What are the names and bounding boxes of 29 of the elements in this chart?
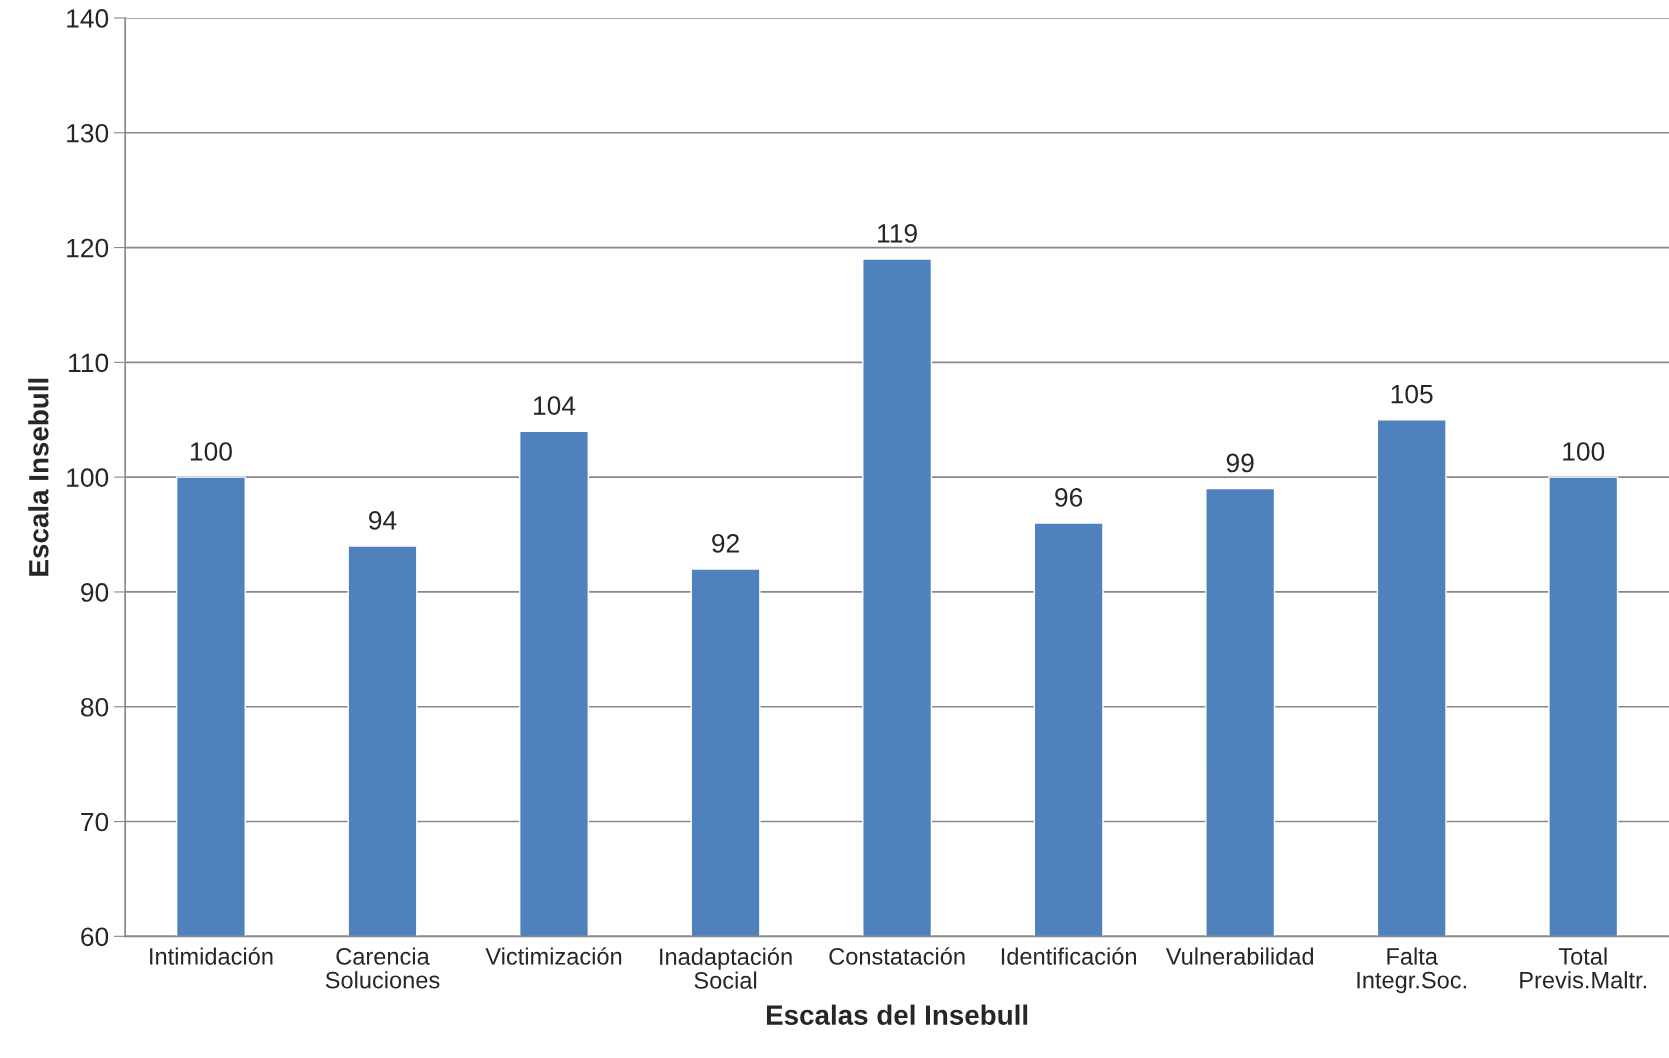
y-axis-title: Escala Insebull xyxy=(28,378,49,576)
y-tick-label: 110 xyxy=(69,353,109,373)
data-label: 104 xyxy=(534,396,576,415)
x-tick-label: Vulnerabilidad xyxy=(1165,947,1314,965)
y-tick-label: 140 xyxy=(67,9,109,28)
y-tick-label: 100 xyxy=(67,468,109,487)
data-label: 99 xyxy=(1226,453,1254,473)
y-tick-label: 60 xyxy=(81,927,109,947)
x-tick-label: Total Previs.Maltr. xyxy=(1520,947,1647,989)
x-tick-label: Victimización xyxy=(485,947,622,965)
x-tick-label: Inadaptación Social xyxy=(660,947,792,989)
x-tick-label: Identificación xyxy=(1001,947,1136,965)
data-label: 119 xyxy=(878,224,917,243)
y-tick-label: 70 xyxy=(81,812,109,832)
y-tick-label: 130 xyxy=(67,123,109,143)
data-label: 94 xyxy=(369,511,397,530)
y-tick-label: 90 xyxy=(81,583,109,602)
x-tick-label: Falta Integr.Soc. xyxy=(1357,947,1466,994)
data-label: 92 xyxy=(712,533,739,553)
y-tick-label: 120 xyxy=(67,238,109,258)
data-label: 100 xyxy=(190,442,232,461)
x-tick-label: Carencia Soluciones xyxy=(325,947,440,989)
x-tick-label: Constatación xyxy=(829,947,965,965)
x-tick-label: Intimidación xyxy=(150,947,273,965)
y-tick-label: 80 xyxy=(81,697,109,717)
x-axis-title: Escalas del Insebull xyxy=(766,1004,1028,1025)
data-label: 105 xyxy=(1391,384,1433,404)
data-label: 96 xyxy=(1055,488,1083,507)
data-label: 100 xyxy=(1563,442,1605,461)
